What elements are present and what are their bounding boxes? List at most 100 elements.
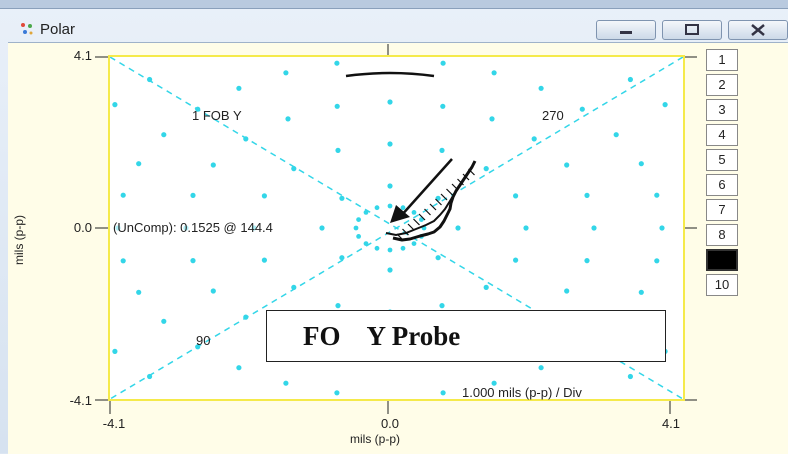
- parent-window-edge: [0, 0, 788, 9]
- grid-ring-dot: [120, 192, 126, 198]
- channel-button-1[interactable]: 1: [706, 49, 738, 71]
- grid-ring-dot: [513, 257, 519, 263]
- channel-button-9[interactable]: [706, 249, 738, 271]
- grid-ring-dot: [387, 99, 393, 105]
- grid-ring-dot: [210, 288, 216, 294]
- grid-ring-dot: [483, 284, 489, 290]
- x-axis-label: mils (p-p): [350, 432, 400, 446]
- grid-ring-dot: [435, 255, 441, 261]
- y-tick-mid: 0.0: [73, 220, 92, 235]
- grid-ring-dot: [335, 147, 341, 153]
- top-reference-mark: [345, 71, 435, 78]
- grid-ring-dot: [513, 193, 519, 199]
- grid-ring-dot: [387, 267, 393, 273]
- grid-ring-dot: [659, 225, 665, 231]
- grid-ring-dot: [112, 102, 118, 108]
- y-tick-top: 4.1: [73, 48, 92, 63]
- grid-ring-dot: [236, 85, 242, 91]
- grid-ring-dot: [627, 373, 634, 380]
- close-button[interactable]: [728, 20, 788, 40]
- grid-ring-dot: [627, 76, 634, 83]
- grid-ring-dot: [387, 247, 393, 253]
- grid-ring-dot: [584, 192, 590, 198]
- channel-button-2[interactable]: 2: [706, 74, 738, 96]
- titlebar[interactable]: Polar: [0, 14, 788, 44]
- grid-ring-dot: [538, 85, 544, 91]
- grid-ring-dot: [243, 314, 249, 320]
- grid-ring-dot: [579, 106, 585, 112]
- channel-button-7[interactable]: 7: [706, 199, 738, 221]
- orbit-trace-tick: [429, 203, 437, 211]
- channel-button-5[interactable]: 5: [706, 149, 738, 171]
- orbit-trace-tick: [424, 208, 431, 216]
- grid-ring-dot: [261, 193, 267, 199]
- grid-ring-dot: [654, 192, 660, 198]
- grid-ring-dot: [387, 203, 393, 209]
- grid-ring-dot: [190, 192, 196, 198]
- orbit-trace-tick: [440, 193, 448, 201]
- y-tick-bottom: -4.1: [69, 393, 92, 408]
- grid-ring-dot: [523, 225, 529, 231]
- grid-ring-dot: [439, 147, 445, 153]
- scale-readout: 1.000 mils (p-p) / Div: [462, 385, 582, 400]
- grid-ring-dot: [387, 183, 393, 189]
- angle-90-label: 90: [196, 333, 211, 348]
- channel-label: 1 FOB Y: [192, 108, 242, 123]
- grid-ring-dot: [613, 132, 619, 138]
- grid-ring-dot: [161, 132, 167, 138]
- probe-label: FO Y Probe: [303, 321, 461, 351]
- y-axis-label: mils (p-p): [12, 215, 26, 265]
- grid-ring-dot: [374, 205, 380, 211]
- grid-ring-dot: [638, 289, 644, 295]
- grid-ring-dot: [236, 365, 242, 371]
- grid-ring-dot: [662, 102, 668, 108]
- grid-ring-dot: [531, 136, 537, 142]
- grid-ring-dot: [339, 255, 345, 261]
- channel-button-3[interactable]: 3: [706, 99, 738, 121]
- grid-ring-dot: [387, 141, 393, 147]
- grid-ring-dot: [283, 70, 289, 76]
- grid-ring-dot: [356, 217, 361, 223]
- window-title: Polar: [40, 21, 76, 38]
- channel-button-6[interactable]: 6: [706, 174, 738, 196]
- grid-ring-dot: [483, 166, 489, 172]
- orbit-trace-inner: [385, 190, 457, 237]
- polar-app-icon: [20, 22, 34, 36]
- orbit-trace-tick: [407, 223, 415, 231]
- grid-ring-dot: [439, 303, 445, 309]
- grid-ring-dot: [147, 373, 153, 380]
- grid-ring-dot: [411, 210, 417, 215]
- orbit-trace-tick: [435, 198, 442, 206]
- probe-label-box: FO Y Probe: [266, 310, 666, 362]
- grid-ring-dot: [374, 245, 380, 251]
- grid-ring-dot: [491, 70, 497, 76]
- grid-ring-dot: [285, 116, 291, 122]
- grid-ring-dot: [283, 380, 289, 386]
- grid-ring-dot: [564, 162, 570, 168]
- channel-button-10[interactable]: 10: [706, 274, 738, 296]
- grid-ring-dot: [400, 205, 406, 211]
- grid-ring-dot: [591, 225, 597, 231]
- vector-arrow-head: [390, 205, 410, 223]
- grid-ring-dot: [147, 76, 153, 83]
- orbit-trace: [392, 160, 477, 242]
- channel-button-4[interactable]: 4: [706, 124, 738, 146]
- grid-ring-dot: [489, 116, 495, 122]
- orbit-trace-tick: [468, 168, 475, 176]
- minimize-button[interactable]: [596, 20, 656, 40]
- grid-ring-dot: [319, 225, 325, 231]
- grid-ring-dot: [584, 258, 590, 264]
- grid-ring-dot: [339, 195, 345, 201]
- grid-ring-dot: [440, 103, 446, 109]
- channel-button-8[interactable]: 8: [706, 224, 738, 246]
- grid-ring-dot: [291, 284, 297, 290]
- maximize-button[interactable]: [662, 20, 722, 40]
- grid-ring-dot: [210, 162, 216, 168]
- grid-ring-dot: [195, 106, 201, 112]
- x-tick-right: 4.1: [661, 416, 681, 431]
- x-tick-left: -4.1: [102, 416, 126, 431]
- polar-grid: [110, 57, 683, 399]
- grid-ring-dot: [334, 390, 340, 396]
- maximize-icon: [685, 24, 699, 35]
- orbit-trace-tick: [413, 218, 420, 226]
